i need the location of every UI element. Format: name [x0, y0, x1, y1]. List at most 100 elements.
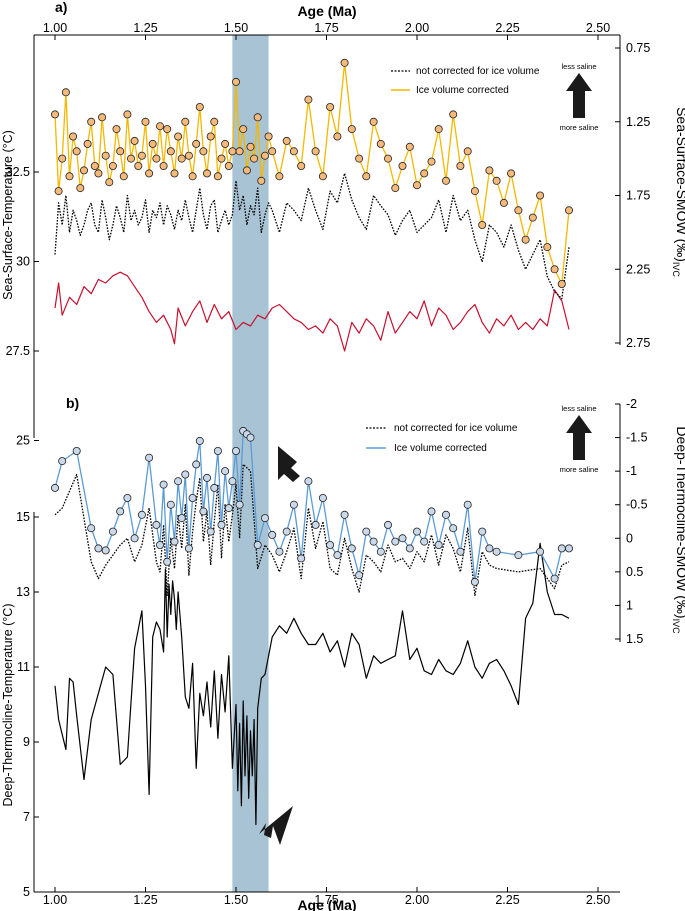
dt-smow-point — [311, 520, 320, 529]
legend-b-solid-label: Ice volume corrected — [394, 443, 487, 454]
ss-smow-point — [217, 154, 226, 163]
bottom-age-tick-label: 1.75 — [314, 893, 338, 907]
ss-smow-point — [260, 151, 269, 160]
dt-smow-point — [130, 534, 139, 543]
ss-smow-point — [268, 147, 277, 156]
dt-smow-point — [420, 537, 429, 546]
dt-smow-point — [163, 557, 172, 566]
ss-smow-point — [528, 213, 537, 222]
dtt-tick-label: 7 — [23, 810, 30, 824]
dt-smow-axis-title-main: Deep-Thermocline-SMOW (‰) — [674, 426, 685, 618]
ss-smow-point — [333, 132, 342, 141]
ss-smow-uncorrected-line — [54, 172, 570, 300]
dt-smow-tick-label: -1.5 — [626, 431, 648, 445]
ss-smow-point — [565, 206, 574, 215]
ss-smow-point — [83, 139, 92, 148]
dt-smow-point — [188, 493, 197, 502]
ss-smow-point — [159, 161, 168, 170]
ss-smow-point — [550, 265, 559, 274]
ss-smow-point — [112, 125, 121, 134]
dt-smow-point — [137, 510, 146, 519]
ss-smow-point — [253, 113, 262, 122]
ss-smow-point — [405, 142, 414, 151]
ss-smow-point — [127, 154, 136, 163]
dt-smow-point — [166, 500, 175, 509]
dt-smow-point — [282, 527, 291, 536]
top-age-tick-label: 2.50 — [586, 21, 610, 35]
dt-smow-point — [72, 446, 81, 455]
ss-smow-axis-title-sub: IVC — [671, 262, 681, 278]
ss-smow-point — [536, 191, 545, 200]
ss-smow-axis-title-main: Sea-Surface-SMOW (‰) — [674, 107, 685, 262]
dt-smow-point — [449, 524, 458, 533]
sst-tick-label: 30 — [16, 255, 30, 269]
dt-smow-point — [347, 544, 356, 553]
ss-smow-point — [507, 169, 516, 178]
dt-smow-point — [485, 544, 494, 553]
ss-smow-point — [355, 154, 364, 163]
dt-smow-point — [478, 527, 487, 536]
dt-smow-point — [304, 477, 313, 486]
ss-smow-point — [347, 125, 356, 134]
panel-a-axes — [33, 34, 621, 438]
ss-smow-point — [221, 139, 230, 148]
dt-smow-point — [456, 547, 465, 556]
ss-smow-point — [311, 147, 320, 156]
bottom-age-tick-label: 2.00 — [405, 893, 429, 907]
dt-smow-point — [369, 537, 378, 546]
ss-smow-point — [420, 169, 429, 178]
sst-axis-title: Sea-Surface-Temperature (°C) — [1, 130, 15, 300]
ss-smow-point — [398, 161, 407, 170]
dtt-series-line — [54, 542, 570, 826]
dt-smow-point — [228, 477, 237, 486]
dt-smow-point — [326, 541, 335, 550]
dt-smow-point — [224, 504, 233, 513]
dt-smow-point — [470, 577, 479, 586]
ss-smow-point — [72, 147, 81, 156]
ss-smow-point — [105, 178, 114, 187]
ss-smow-point — [199, 147, 208, 156]
ss-smow-point — [318, 172, 327, 181]
ss-smow-point — [434, 125, 443, 134]
dt-smow-point — [441, 510, 450, 519]
dt-smow-point — [177, 514, 186, 523]
dt-smow-point — [398, 534, 407, 543]
ss-smow-point — [326, 103, 335, 112]
ss-smow-point — [90, 161, 99, 170]
legend-a-dotted-label: not corrected for ice volume — [416, 66, 540, 77]
ss-smow-tick-label: 2.75 — [626, 336, 650, 350]
legend-a-solid-label: Ice volume corrected — [416, 85, 509, 96]
ss-smow-point — [543, 243, 552, 252]
top-age-tick-label: 1.00 — [43, 21, 67, 35]
dtt-axis-title: Deep-Thermocline-Temperature (°C) — [1, 604, 15, 807]
dtt-tick-label: 13 — [16, 585, 30, 599]
top-age-axis-title: Age (Ma) — [297, 3, 356, 19]
dt-smow-point — [94, 544, 103, 553]
ss-smow-tick-label: 2.25 — [626, 262, 650, 276]
ss-smow-point — [257, 176, 266, 185]
dt-smow-uncorrected-line — [54, 463, 570, 597]
dt-smow-point — [51, 483, 60, 492]
ss-smow-point — [441, 176, 450, 185]
bottom-age-tick-label: 2.25 — [495, 893, 519, 907]
ss-smow-point — [181, 117, 190, 126]
dt-smow-point — [108, 527, 117, 536]
dt-smow-point — [550, 574, 559, 583]
ss-smow-point — [362, 172, 371, 181]
ss-smow-corrected-line — [54, 62, 570, 285]
ss-smow-point — [514, 206, 523, 215]
ss-smow-point — [54, 187, 63, 196]
panel-label-a: a) — [55, 0, 67, 15]
bottom-age-tick-label: 1.00 — [43, 893, 67, 907]
dt-smow-point — [159, 480, 168, 489]
ss-smow-point — [163, 125, 172, 134]
ss-smow-point — [304, 95, 313, 104]
ss-smow-point — [521, 235, 530, 244]
top-age-tick-label: 2.00 — [405, 21, 429, 35]
ss-smow-point — [383, 154, 392, 163]
bottom-age-tick-label: 2.50 — [586, 893, 610, 907]
panel-b-axes — [33, 404, 621, 893]
dt-smow-tick-label: 0.5 — [626, 565, 643, 579]
ss-smow-point — [235, 147, 244, 156]
dt-smow-point — [116, 507, 125, 516]
